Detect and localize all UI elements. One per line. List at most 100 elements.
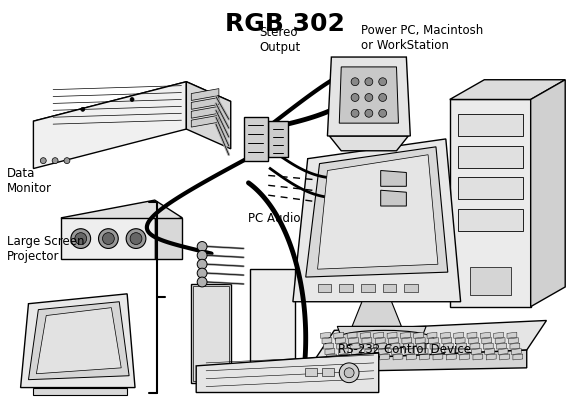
Polygon shape (429, 338, 438, 344)
Circle shape (351, 109, 359, 117)
Polygon shape (337, 343, 347, 349)
Polygon shape (350, 343, 360, 349)
Polygon shape (192, 106, 219, 118)
Text: PC Audio: PC Audio (249, 212, 301, 225)
Circle shape (197, 259, 207, 269)
Polygon shape (415, 338, 425, 344)
Polygon shape (192, 89, 219, 100)
Polygon shape (362, 338, 372, 344)
Polygon shape (459, 354, 470, 360)
Bar (323, 368, 335, 376)
Polygon shape (306, 147, 448, 277)
Polygon shape (360, 332, 370, 338)
Circle shape (339, 363, 359, 383)
Polygon shape (337, 327, 426, 339)
Polygon shape (473, 354, 483, 360)
Circle shape (365, 94, 373, 102)
Polygon shape (486, 354, 496, 360)
Bar (470, 267, 511, 295)
Polygon shape (481, 332, 490, 338)
Bar (34, 388, 127, 396)
Circle shape (197, 268, 207, 278)
Text: RS-232 Control Device: RS-232 Control Device (339, 343, 471, 356)
Polygon shape (494, 332, 503, 338)
Polygon shape (387, 332, 397, 338)
Polygon shape (377, 343, 386, 349)
Polygon shape (250, 269, 295, 383)
Polygon shape (317, 155, 438, 269)
Circle shape (64, 158, 70, 163)
Polygon shape (499, 354, 510, 360)
Polygon shape (192, 115, 219, 127)
Text: RGB 302: RGB 302 (225, 12, 345, 37)
Polygon shape (401, 332, 410, 338)
Polygon shape (381, 190, 406, 206)
Polygon shape (495, 338, 505, 344)
Polygon shape (404, 343, 413, 349)
Circle shape (52, 158, 58, 163)
Polygon shape (431, 349, 441, 354)
Circle shape (197, 250, 207, 260)
Polygon shape (338, 349, 348, 354)
Polygon shape (322, 338, 332, 344)
Text: Large Screen
Projector: Large Screen Projector (7, 235, 84, 263)
Circle shape (71, 229, 91, 248)
Polygon shape (485, 349, 495, 354)
Polygon shape (340, 354, 349, 360)
Polygon shape (471, 349, 481, 354)
Polygon shape (427, 332, 437, 338)
Circle shape (344, 368, 354, 378)
Polygon shape (352, 349, 361, 354)
Polygon shape (327, 354, 336, 360)
Polygon shape (329, 136, 408, 151)
Polygon shape (483, 343, 493, 349)
Polygon shape (455, 338, 465, 344)
Polygon shape (443, 343, 453, 349)
Circle shape (130, 97, 134, 102)
Polygon shape (508, 338, 518, 344)
Polygon shape (315, 350, 527, 372)
Polygon shape (327, 57, 410, 136)
Circle shape (197, 277, 207, 287)
Polygon shape (406, 354, 416, 360)
Polygon shape (196, 353, 378, 393)
Circle shape (351, 78, 359, 86)
Polygon shape (268, 121, 288, 157)
Circle shape (81, 107, 85, 111)
Polygon shape (365, 349, 375, 354)
Polygon shape (420, 354, 430, 360)
Text: Data
Monitor: Data Monitor (7, 167, 52, 196)
Polygon shape (457, 343, 466, 349)
Polygon shape (390, 343, 400, 349)
Polygon shape (186, 82, 231, 149)
Text: Stereo
Output: Stereo Output (260, 26, 301, 54)
Circle shape (197, 242, 207, 251)
Polygon shape (454, 332, 463, 338)
Polygon shape (458, 209, 523, 231)
Polygon shape (349, 338, 359, 344)
Circle shape (378, 78, 386, 86)
Circle shape (351, 94, 359, 102)
Circle shape (75, 233, 87, 245)
Polygon shape (28, 302, 129, 380)
Circle shape (365, 109, 373, 117)
Polygon shape (61, 218, 155, 259)
Circle shape (99, 229, 118, 248)
Polygon shape (21, 294, 135, 388)
Polygon shape (367, 354, 376, 360)
Polygon shape (243, 117, 268, 161)
Circle shape (365, 78, 373, 86)
Polygon shape (418, 349, 428, 354)
Circle shape (378, 94, 386, 102)
Text: Power PC, Macintosh
or WorkStation: Power PC, Macintosh or WorkStation (361, 24, 483, 52)
Polygon shape (498, 349, 508, 354)
Circle shape (126, 229, 146, 248)
Polygon shape (381, 171, 406, 186)
Ellipse shape (335, 330, 434, 348)
Polygon shape (458, 349, 468, 354)
Circle shape (130, 233, 142, 245)
Polygon shape (445, 349, 455, 354)
Polygon shape (450, 80, 565, 99)
Polygon shape (36, 308, 121, 374)
Polygon shape (469, 338, 478, 344)
